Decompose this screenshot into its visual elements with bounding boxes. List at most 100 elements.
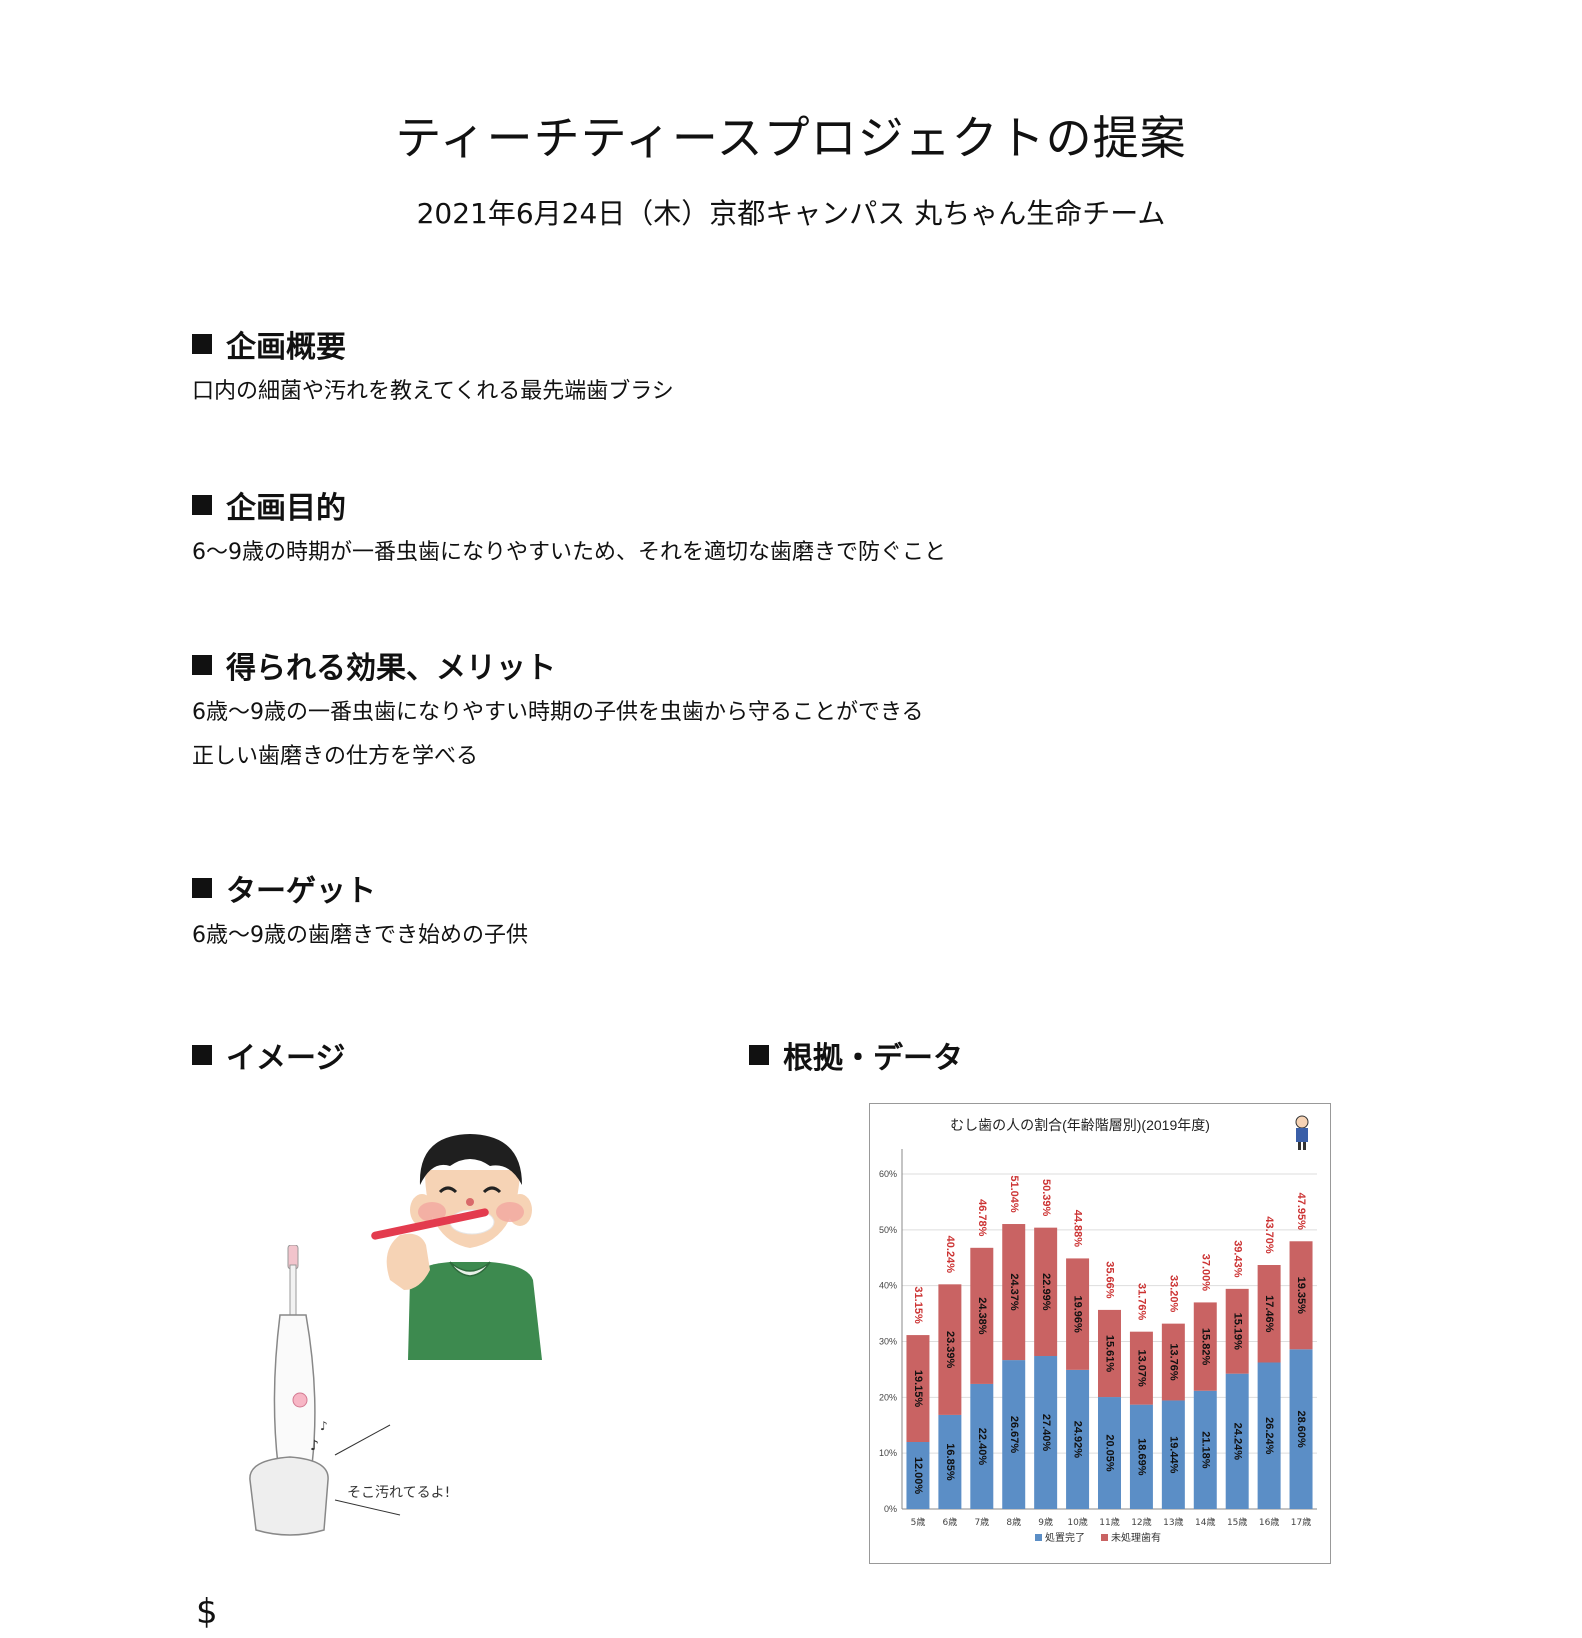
section-heading-purpose: 企画目的 (192, 483, 346, 527)
square-bullet-icon (192, 495, 212, 515)
section-heading-evidence: 根拠・データ (749, 1033, 963, 1077)
text-line: 6歳〜9歳の一番虫歯になりやすい時期の子供を虫歯から守ることができる (192, 700, 924, 725)
y-tick-label: 10% (879, 1448, 897, 1458)
bar-value-label: 26.67% (1008, 1416, 1020, 1454)
music-note-icon: ♪ (310, 1438, 319, 1454)
bar-segment (1289, 1349, 1313, 1509)
bar-value-label: 24.92% (1072, 1421, 1084, 1459)
x-tick-label: 8歳 (1006, 1516, 1021, 1528)
bar-segment (1066, 1258, 1090, 1370)
bar-value-label: 15.82% (1199, 1328, 1211, 1366)
y-tick-label: 60% (879, 1169, 897, 1179)
bar-value-label: 27.40% (1040, 1414, 1052, 1452)
bar-total-label: 35.66% (1104, 1261, 1116, 1299)
square-bullet-icon (192, 878, 212, 898)
bar-value-label: 24.37% (1008, 1273, 1020, 1311)
bar-segment (1066, 1369, 1090, 1509)
bar-total-label: 46.78% (976, 1199, 988, 1237)
bar-segment (1225, 1288, 1249, 1374)
legend-swatch (1101, 1534, 1108, 1541)
bar-segment (1257, 1265, 1281, 1363)
bar-segment (1161, 1400, 1185, 1509)
x-tick-label: 15歳 (1227, 1516, 1247, 1528)
chart-title: むし歯の人の割合(年齢階層別)(2019年度) (950, 1117, 1210, 1133)
section-heading-label: 根拠・データ (783, 1041, 963, 1076)
bar-value-label: 24.38% (976, 1297, 988, 1335)
bar-value-label: 24.24% (1231, 1423, 1243, 1461)
x-tick-label: 6歳 (943, 1516, 958, 1528)
music-note-icon: ♪ (320, 1419, 328, 1433)
purpose-text: 6〜9歳の時期が一番虫歯になりやすいため、それを適切な歯磨きで防ぐこと (192, 531, 946, 575)
bar-total-label: 44.88% (1072, 1210, 1084, 1248)
square-bullet-icon (192, 334, 212, 354)
x-tick-label: 7歳 (974, 1516, 989, 1528)
bar-total-label: 31.76% (1136, 1283, 1148, 1321)
section-heading-target: ターゲット (192, 866, 376, 910)
bar-segment (970, 1383, 994, 1509)
bar-value-label: 18.69% (1136, 1438, 1148, 1476)
section-heading-label: 企画概要 (226, 330, 346, 365)
legend-swatch (1035, 1534, 1042, 1541)
y-tick-label: 20% (879, 1392, 897, 1402)
bar-segment (1098, 1397, 1121, 1509)
effects-text: 6歳〜9歳の一番虫歯になりやすい時期の子供を虫歯から守ることができる 正しい歯磨… (192, 691, 924, 779)
page-subtitle: 2021年6月24日（木）京都キャンパス 丸ちゃん生命チーム (416, 197, 1166, 230)
bar-total-label: 51.04% (1008, 1175, 1020, 1213)
bar-segment (1034, 1356, 1058, 1509)
text-line: 6〜9歳の時期が一番虫歯になりやすいため、それを適切な歯磨きで防ぐこと (192, 540, 946, 565)
square-bullet-icon (749, 1045, 769, 1065)
bar-total-label: 39.43% (1231, 1240, 1243, 1278)
bar-total-label: 31.15% (912, 1286, 924, 1324)
bar-value-label: 15.19% (1231, 1313, 1243, 1351)
caries-chart-svg: むし歯の人の割合(年齢階層別)(2019年度) 0% 10% 20% 30% 40% 50… (879, 1115, 1317, 1544)
bar-value-label: 19.96% (1072, 1295, 1084, 1333)
x-tick-label: 11歳 (1099, 1516, 1119, 1528)
y-tick-label: 40% (879, 1281, 897, 1291)
square-bullet-icon (192, 1045, 212, 1065)
bar-segment (1257, 1362, 1281, 1509)
bar-value-label: 19.15% (912, 1370, 924, 1408)
section-heading-effects: 得られる効果、メリット (192, 643, 556, 687)
section-heading-overview: 企画概要 (192, 322, 346, 366)
bar-value-label: 23.39% (944, 1331, 956, 1369)
bar-segment (1002, 1224, 1026, 1361)
x-tick-label: 12歳 (1131, 1516, 1151, 1528)
bar-value-label: 13.76% (1167, 1343, 1179, 1381)
x-tick-label: 14歳 (1195, 1516, 1215, 1528)
bar-segment (1289, 1241, 1313, 1350)
toothbrush-speech-text: そこ汚れてるよ! (347, 1485, 451, 1501)
bar-total-label: 43.70% (1263, 1216, 1275, 1254)
caries-chart: むし歯の人の割合(年齢階層別)(2019年度) 0% 10% 20% 30% 40% 50… (869, 1103, 1331, 1564)
bar-value-label: 17.46% (1263, 1295, 1275, 1333)
bar-value-label: 28.60% (1295, 1411, 1307, 1449)
section-heading-label: イメージ (226, 1041, 346, 1076)
bar-value-label: 16.85% (944, 1443, 956, 1481)
target-text: 6歳〜9歳の歯磨きでき始めの子供 (192, 914, 528, 958)
boy-brushing-illustration (371, 1134, 542, 1360)
bar-value-label: 21.18% (1199, 1431, 1211, 1469)
bar-segment (1129, 1331, 1153, 1405)
y-tick-label: 30% (879, 1337, 897, 1347)
electric-toothbrush-illustration: ♪ ♪ (249, 1245, 401, 1536)
bar-total-label: 50.39% (1040, 1179, 1052, 1217)
bar-segment (1098, 1309, 1121, 1398)
x-tick-label: 5歳 (911, 1516, 926, 1528)
bar-value-label: 19.44% (1167, 1436, 1179, 1474)
legend-label: 未処理歯有 (1111, 1531, 1161, 1544)
bar-segment (970, 1247, 994, 1384)
bar-value-label: 12.00% (912, 1457, 924, 1495)
bar-value-label: 26.24% (1263, 1417, 1275, 1455)
bar-total-label: 37.00% (1199, 1254, 1211, 1292)
overview-text: 口内の細菌や汚れを教えてくれる最先端歯ブラシ (192, 370, 674, 414)
bar-value-label: 22.40% (976, 1428, 988, 1466)
x-tick-label: 16歳 (1259, 1516, 1279, 1528)
text-line: 口内の細菌や汚れを教えてくれる最先端歯ブラシ (192, 379, 674, 404)
bar-segment (1193, 1390, 1217, 1509)
bar-value-label: 13.07% (1136, 1350, 1148, 1388)
text-line: 6歳〜9歳の歯磨きでき始めの子供 (192, 923, 528, 948)
bar-segment (1034, 1227, 1058, 1357)
bar-value-label: 19.35% (1295, 1277, 1307, 1315)
bar-value-label: 15.61% (1104, 1335, 1116, 1373)
y-tick-label: 50% (879, 1225, 897, 1235)
page-title: ティーチティースプロジェクトの提案 (395, 111, 1187, 165)
